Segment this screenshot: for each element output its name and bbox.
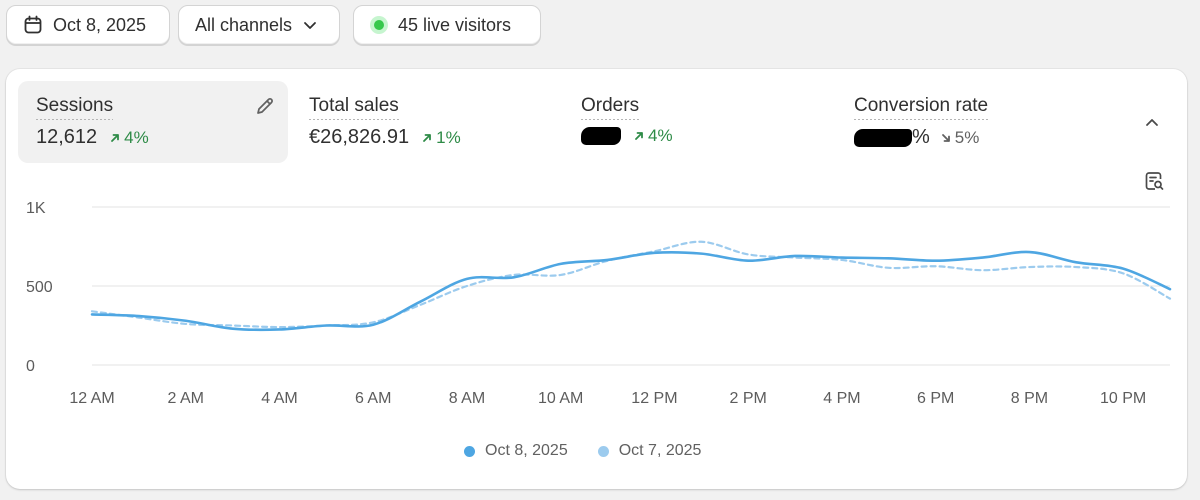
calendar-icon xyxy=(24,15,42,34)
chart-legend: Oct 8, 2025 Oct 7, 2025 xyxy=(464,442,701,460)
legend-dot xyxy=(464,445,475,457)
collapse-button[interactable] xyxy=(1140,111,1164,135)
channels-dropdown[interactable]: All channels xyxy=(178,5,340,45)
pencil-icon[interactable] xyxy=(254,95,276,117)
arrow-up-right-icon xyxy=(111,133,120,142)
analytics-card: Sessions 12,612 4% Total sales €26,826.9… xyxy=(6,69,1187,489)
x-tick-label: 2 PM xyxy=(730,390,767,407)
arrow-down-right-icon xyxy=(941,133,950,142)
metric-value: €26,826.91 xyxy=(309,126,410,148)
x-tick-label: 4 PM xyxy=(823,390,860,407)
live-visitors-button[interactable]: 45 live visitors xyxy=(353,5,541,45)
metric-delta-value: 1% xyxy=(436,127,461,147)
metric-delta: 5% xyxy=(940,127,980,148)
metric-tab-orders[interactable]: Orders 4% xyxy=(563,81,823,163)
metric-label: Total sales xyxy=(309,95,399,120)
metric-value: 12,612 xyxy=(36,126,98,148)
metric-label: Orders xyxy=(581,95,640,120)
x-tick-label: 10 AM xyxy=(538,390,583,407)
arrow-up-right-icon xyxy=(635,132,643,140)
metric-label: Conversion rate xyxy=(854,95,989,120)
date-label: Oct 8, 2025 xyxy=(53,14,147,35)
legend-label: Oct 8, 2025 xyxy=(485,442,568,459)
sessions-line-chart: 1K 500 0 12 AM 2 AM 4 AM 6 AM 8 AM 10 AM 12 PM 2 … xyxy=(26,200,1172,407)
legend-item-primary[interactable]: Oct 8, 2025 xyxy=(464,442,568,460)
search-document-icon xyxy=(1145,172,1164,190)
metric-delta: 4% xyxy=(109,128,149,148)
series-line-oct-8[interactable] xyxy=(90,250,1172,332)
metric-delta-value: 5% xyxy=(954,127,980,147)
metric-tab-sessions[interactable]: Sessions 12,612 4% xyxy=(18,81,288,163)
legend-label: Oct 7, 2025 xyxy=(618,442,702,459)
x-tick-label: 6 AM xyxy=(355,390,391,407)
legend-item-comparison[interactable]: Oct 7, 2025 xyxy=(597,442,702,460)
x-tick-label: 4 AM xyxy=(261,390,297,407)
x-tick-label: 8 AM xyxy=(449,390,485,407)
chevron-down-icon xyxy=(304,22,316,29)
x-tick-label: 10 PM xyxy=(1100,390,1146,407)
metric-delta: 4% xyxy=(633,126,673,146)
metric-delta-value: 4% xyxy=(648,126,673,145)
x-tick-label: 12 PM xyxy=(631,390,677,407)
y-tick-label: 1K xyxy=(26,200,46,217)
channels-label: All channels xyxy=(195,14,293,35)
chevron-up-icon xyxy=(1146,119,1158,126)
metric-value: % xyxy=(912,126,930,148)
live-indicator-icon xyxy=(370,16,388,34)
metric-delta-value: 4% xyxy=(124,127,149,147)
metric-tab-total-sales[interactable]: Total sales €26,826.91 1% xyxy=(291,81,551,163)
legend-dot xyxy=(597,445,609,457)
x-tick-label: 2 AM xyxy=(168,390,204,407)
x-tick-label: 8 PM xyxy=(1011,390,1048,407)
live-visitors-label: 45 live visitors xyxy=(398,14,512,35)
metric-tab-conversion-rate[interactable]: Conversion rate % 5% xyxy=(836,81,1116,163)
chart-insights-button[interactable] xyxy=(1142,169,1166,193)
date-picker-button[interactable]: Oct 8, 2025 xyxy=(6,5,170,45)
x-tick-label: 12 AM xyxy=(69,390,114,407)
arrow-up-right-icon xyxy=(423,133,432,142)
metric-delta: 1% xyxy=(421,128,461,148)
y-tick-label: 0 xyxy=(26,358,35,375)
y-tick-label: 500 xyxy=(26,279,53,296)
redacted-value xyxy=(854,128,912,147)
x-tick-label: 6 PM xyxy=(917,390,954,407)
metric-label: Sessions xyxy=(36,95,114,120)
redacted-value xyxy=(581,127,621,145)
